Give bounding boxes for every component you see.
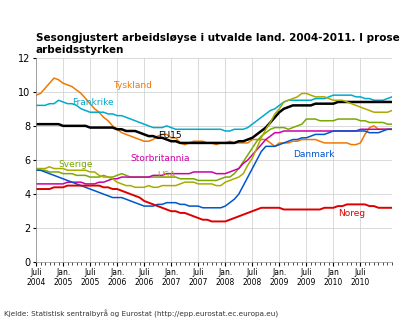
Text: Storbritannia: Storbritannia xyxy=(131,154,190,163)
Text: Frankrike: Frankrike xyxy=(72,98,114,107)
Text: Noreg: Noreg xyxy=(338,209,365,218)
Text: Sverige: Sverige xyxy=(58,160,93,169)
Text: Sesongjustert arbeidsløyse i utvalde land. 2004-2011. I prosent av
arbeidsstyrke: Sesongjustert arbeidsløyse i utvalde lan… xyxy=(36,33,400,55)
Text: EU15: EU15 xyxy=(158,131,181,140)
Text: Tyskland: Tyskland xyxy=(113,81,152,90)
Text: USA: USA xyxy=(158,171,176,180)
Text: Kjelde: Statistisk sentralbyrå og Eurostat (http://epp.eurostat.ec.europa.eu): Kjelde: Statistisk sentralbyrå og Eurost… xyxy=(4,310,278,318)
Text: Danmark: Danmark xyxy=(293,150,334,159)
